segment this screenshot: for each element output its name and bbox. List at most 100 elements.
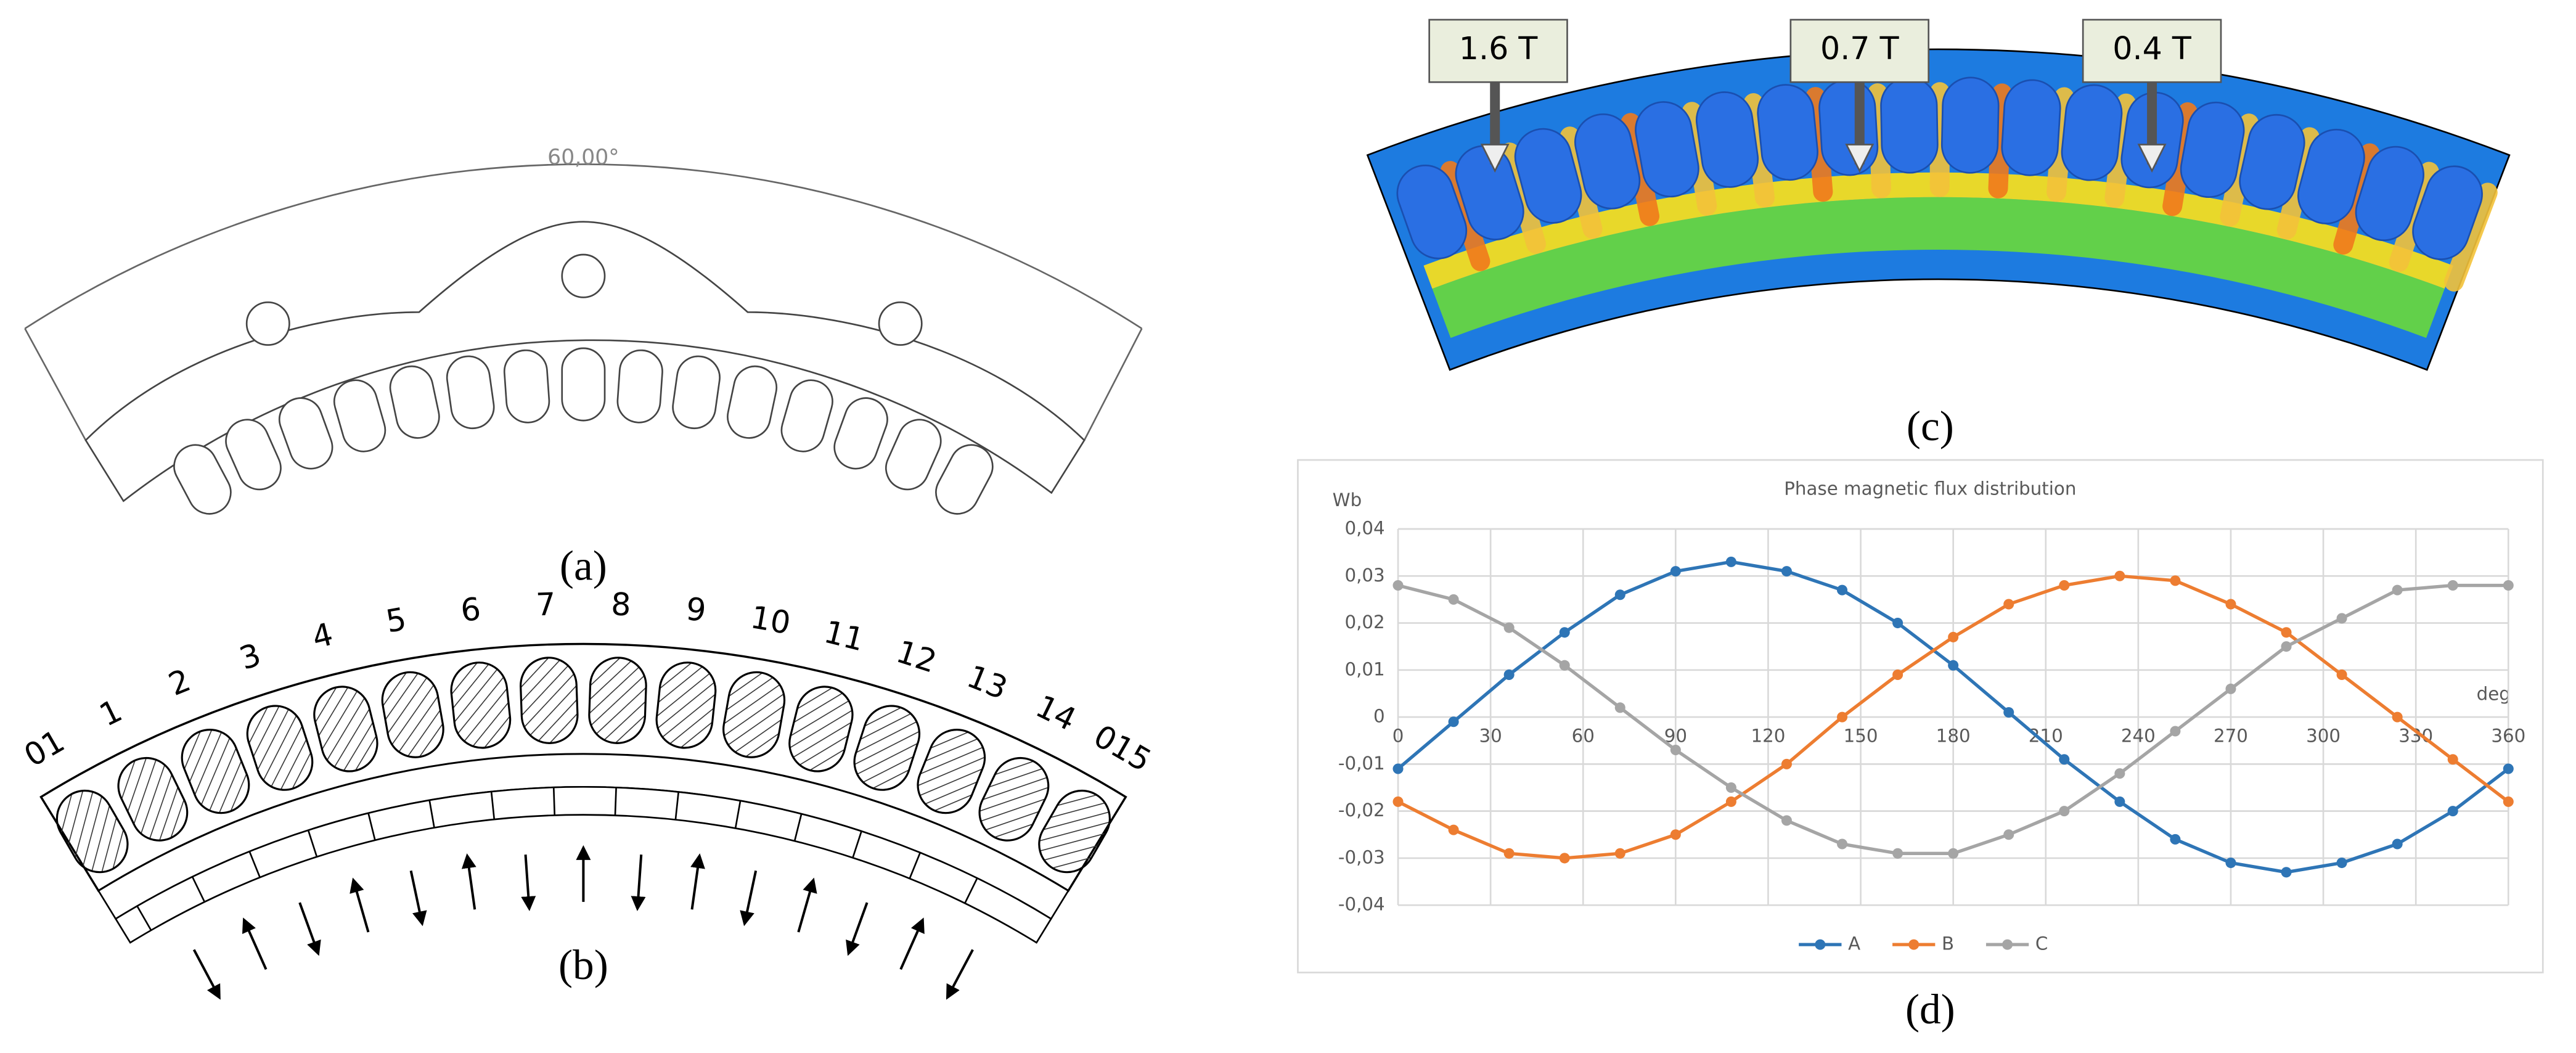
point	[1559, 660, 1570, 671]
point	[2059, 806, 2070, 817]
y-tick-label: 0	[1373, 706, 1385, 727]
point	[1614, 589, 1625, 600]
point	[1781, 758, 1792, 769]
extension-line	[24, 328, 87, 441]
slot	[1038, 789, 1111, 874]
point	[1892, 669, 1903, 680]
x-tick-label: 30	[1479, 726, 1502, 747]
point	[2059, 580, 2070, 591]
point	[1948, 660, 1959, 671]
point	[1614, 848, 1625, 859]
point	[1448, 716, 1459, 727]
slot	[313, 686, 378, 772]
slot	[727, 365, 778, 439]
slot	[117, 756, 189, 842]
point	[1559, 853, 1570, 864]
point	[2447, 806, 2458, 817]
extension-line	[1083, 328, 1143, 441]
slot	[561, 347, 606, 422]
callout-arrowhead	[1480, 144, 1510, 173]
slot	[1818, 79, 1879, 176]
point	[1559, 627, 1570, 638]
slot-number: 015	[1087, 718, 1157, 779]
slot	[1757, 84, 1818, 181]
x-tick-label: 360	[2491, 726, 2525, 747]
callout-label: 0.7 T	[1820, 30, 1900, 67]
slot	[2061, 84, 2123, 181]
x-axis-label: deg	[2477, 684, 2511, 705]
slot	[2355, 145, 2424, 242]
magnet-arrow	[899, 917, 925, 970]
magnet-divider	[191, 876, 206, 903]
slot	[780, 379, 833, 453]
legend-swatch	[1908, 939, 1920, 950]
slot-number: 13	[962, 658, 1013, 707]
slot	[173, 444, 232, 515]
magnet-divider	[307, 830, 318, 858]
slot	[55, 789, 129, 874]
point	[1725, 556, 1736, 567]
y-tick-label: 0,03	[1344, 565, 1384, 586]
callout-label: 0.4 T	[2112, 30, 2192, 67]
hole	[878, 301, 923, 346]
magnet-arrow	[242, 917, 268, 970]
point	[1725, 782, 1736, 793]
point	[2336, 669, 2347, 680]
callout-arrowhead	[1845, 144, 1875, 173]
legend-swatch	[1815, 939, 1826, 950]
slot	[885, 419, 942, 491]
dimension-arc	[24, 163, 1143, 330]
point	[2003, 829, 2014, 840]
point	[1948, 631, 1959, 642]
x-tick-label: 180	[1936, 726, 1971, 747]
point	[2114, 796, 2125, 807]
point	[1837, 711, 1848, 723]
magnet-arrow	[298, 902, 321, 956]
point	[1448, 824, 1459, 835]
callout-box	[1428, 18, 1568, 83]
slot	[246, 705, 314, 791]
x-tick-label: 270	[2214, 726, 2248, 747]
x-tick-label: 0	[1392, 726, 1404, 747]
x-tick-label: 150	[1844, 726, 1878, 747]
magnet-divider	[552, 787, 556, 816]
point	[2503, 763, 2514, 774]
slot	[1574, 113, 1641, 210]
point	[2503, 796, 2514, 807]
slot-number: 2	[163, 662, 195, 703]
slot	[446, 355, 495, 430]
magnet-arrow	[740, 870, 758, 927]
slot	[389, 365, 440, 439]
point	[2114, 570, 2125, 581]
slot-number: 10	[748, 599, 793, 641]
slot	[1514, 128, 1582, 224]
point	[1837, 838, 1848, 850]
callout-box	[1789, 18, 1930, 83]
slot	[181, 729, 250, 814]
panel-c: 1.6 T 0.7 T 0.4 T	[1366, 18, 2511, 371]
slot	[1635, 101, 1699, 198]
panel-a: 60,00°	[24, 145, 1143, 515]
point	[1892, 848, 1903, 859]
slot-number: 4	[308, 616, 337, 656]
point	[1392, 763, 1404, 774]
slot	[917, 729, 986, 814]
point	[2503, 580, 2514, 591]
point	[2392, 711, 2403, 723]
point	[1725, 796, 1736, 807]
slot-number: 5	[383, 600, 409, 640]
slot	[788, 686, 854, 772]
slot	[520, 657, 579, 744]
slot	[503, 349, 550, 424]
point	[2281, 867, 2292, 878]
slot	[1880, 76, 1939, 174]
slot	[279, 397, 333, 470]
point	[2281, 641, 2292, 652]
magnet-divider	[674, 792, 680, 820]
callout-label: 1.6 T	[1459, 30, 1539, 67]
y-tick-label: 0,04	[1344, 517, 1384, 538]
slot-number: 6	[459, 591, 482, 629]
slot-number: 11	[820, 613, 868, 658]
point	[2225, 683, 2236, 694]
